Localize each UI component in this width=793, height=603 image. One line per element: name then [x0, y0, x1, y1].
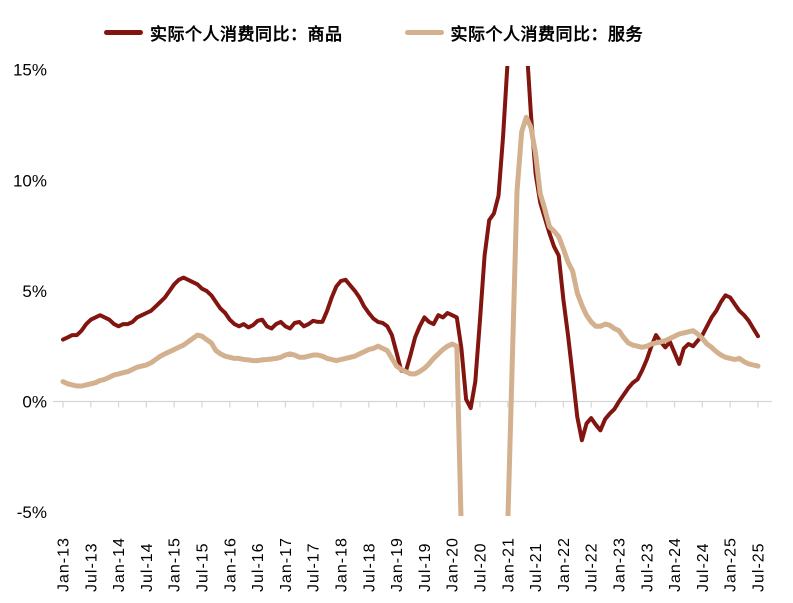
y-axis-label: 5%	[22, 282, 47, 301]
x-axis-label: Jul-13	[83, 542, 100, 592]
y-axis-label: 10%	[13, 171, 47, 190]
goods-line-swatch	[104, 30, 143, 35]
x-axis-label: Jul-23	[639, 542, 656, 592]
x-axis-label: Jan-22	[556, 537, 573, 592]
x-axis-label: Jul-19	[417, 542, 434, 592]
legend-item-goods: 实际个人消费同比：商品	[104, 20, 343, 45]
y-axis-label: 15%	[13, 61, 47, 80]
x-axis-label: Jan-14	[111, 537, 128, 592]
x-axis-label: Jan-18	[333, 537, 350, 592]
x-axis-label: Jul-16	[250, 542, 267, 592]
x-axis-label: Jul-25	[750, 542, 767, 592]
chart-legend: 实际个人消费同比：商品 实际个人消费同比：服务	[104, 20, 643, 45]
x-axis-label: Jan-19	[389, 537, 406, 592]
x-axis-label: Jan-23	[611, 537, 628, 592]
x-axis-label: Jan-25	[723, 537, 740, 592]
x-axis-label: Jul-24	[695, 542, 712, 592]
y-axis-label: 0%	[22, 393, 47, 412]
x-axis-label: Jul-17	[306, 542, 323, 592]
x-axis-label: Jul-20	[472, 542, 489, 592]
services-line-swatch	[404, 30, 444, 35]
y-axis-label: -5%	[17, 503, 47, 522]
x-axis-label: Jan-21	[500, 537, 517, 592]
legend-label-goods: 实际个人消费同比：商品	[150, 25, 343, 44]
x-axis-label: Jul-18	[361, 542, 378, 592]
services-series-line	[60, 114, 761, 516]
legend-item-services: 实际个人消费同比：服务	[404, 20, 644, 45]
x-axis-label: Jul-15	[194, 542, 211, 592]
x-axis-label: Jan-16	[222, 537, 239, 592]
x-axis-label: Jul-22	[584, 542, 601, 592]
x-axis-label: Jan-15	[167, 537, 184, 592]
x-axis-label: Jul-14	[139, 542, 156, 592]
x-axis-label: Jan-13	[56, 537, 73, 592]
legend-label-services: 实际个人消费同比：服务	[450, 25, 643, 44]
x-axis-label: Jan-24	[667, 537, 684, 592]
x-axis-label: Jan-17	[278, 537, 295, 592]
goods-series-line	[61, 66, 760, 443]
x-axis-label: Jan-20	[445, 537, 462, 592]
x-axis-label: Jul-21	[528, 542, 545, 592]
